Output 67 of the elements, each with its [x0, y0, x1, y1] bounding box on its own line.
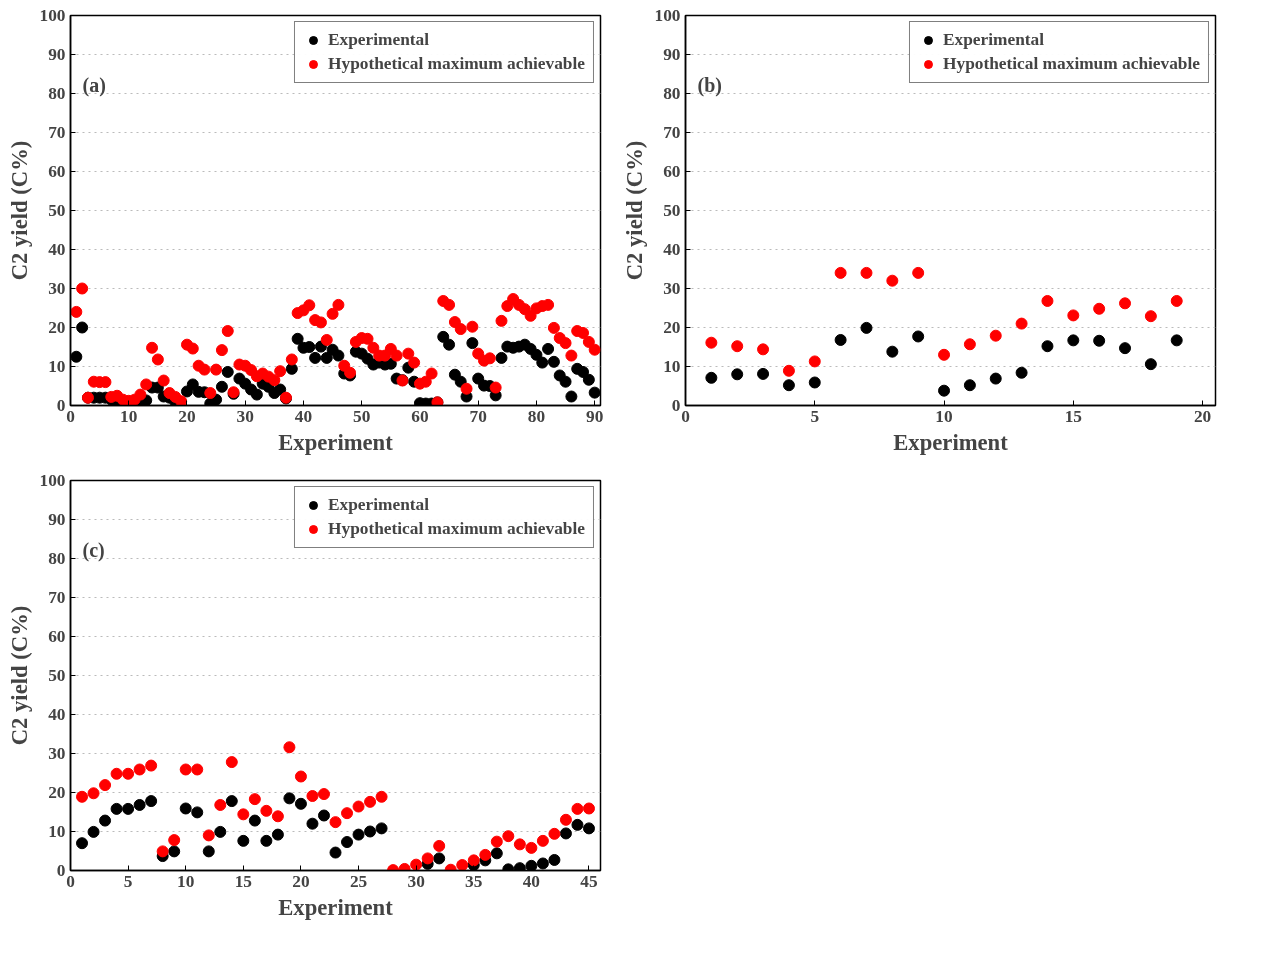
- y-tick-label: 10: [663, 357, 681, 376]
- y-axis-title: C2 yield (C%): [621, 140, 647, 281]
- y-tick-label: 40: [48, 240, 66, 259]
- y-tick-label: 20: [48, 783, 66, 802]
- y-tick-label: 80: [48, 84, 66, 103]
- y-tick-label: 40: [663, 240, 681, 259]
- y-tick-label: 10: [48, 357, 66, 376]
- x-tick-label: 15: [1064, 406, 1083, 426]
- y-tick-label: 80: [48, 549, 66, 568]
- y-tick-label: 50: [48, 666, 66, 685]
- legend-label: Hypothetical maximum achievable: [942, 54, 1200, 74]
- x-tick-label: 25: [349, 871, 368, 891]
- y-tick-label: 80: [663, 84, 681, 103]
- x-tick-label: 30: [407, 871, 425, 891]
- y-axis-title: C2 yield (C%): [6, 140, 32, 281]
- y-tick-label: 70: [663, 123, 681, 142]
- y-tick-label: 30: [48, 744, 66, 763]
- x-tick-label: 40: [522, 871, 541, 891]
- x-axis-title: Experiment: [278, 429, 394, 455]
- y-tick-label: 70: [48, 588, 66, 607]
- x-tick-label: 90: [586, 406, 604, 426]
- x-tick-label: 20: [1193, 406, 1212, 426]
- x-tick-label: 5: [123, 871, 133, 891]
- legend-label: Hypothetical maximum achievable: [327, 54, 585, 74]
- x-axis-title: Experiment: [278, 894, 394, 920]
- x-tick-label: 5: [810, 406, 820, 426]
- y-tick-label: 70: [48, 123, 66, 142]
- text: (c): [82, 538, 105, 562]
- y-tick-label: 60: [48, 627, 66, 646]
- legend-label: Hypothetical maximum achievable: [327, 519, 585, 539]
- x-tick-label: 10: [935, 406, 953, 426]
- text: (b): [697, 73, 722, 97]
- x-tick-label: 15: [234, 871, 253, 891]
- y-tick-label: 60: [48, 162, 66, 181]
- x-tick-label: 50: [353, 406, 371, 426]
- y-tick-label: 90: [48, 45, 66, 64]
- x-tick-label: 70: [469, 406, 487, 426]
- legend-label: Experimental: [327, 30, 430, 50]
- y-tick-label: 50: [48, 201, 66, 220]
- y-tick-label: 100: [39, 471, 66, 490]
- legend-label: Experimental: [942, 30, 1045, 50]
- y-tick-label: 100: [654, 6, 681, 25]
- y-tick-label: 20: [663, 318, 681, 337]
- x-tick-label: 35: [465, 871, 483, 891]
- x-tick-label: 45: [580, 871, 598, 891]
- y-tick-label: 30: [663, 279, 681, 298]
- x-tick-label: 20: [178, 406, 196, 426]
- y-axis-title: C2 yield (C%): [6, 605, 32, 746]
- x-tick-label: 30: [236, 406, 254, 426]
- x-tick-label: 60: [411, 406, 429, 426]
- x-tick-label: 10: [177, 871, 195, 891]
- y-tick-label: 90: [663, 45, 681, 64]
- y-tick-label: 40: [48, 705, 66, 724]
- x-tick-label: 80: [527, 406, 546, 426]
- legend-label: Experimental: [327, 495, 430, 515]
- y-tick-label: 30: [48, 279, 66, 298]
- text: (a): [82, 73, 106, 97]
- y-tick-label: 10: [48, 822, 66, 841]
- x-tick-label: 10: [120, 406, 138, 426]
- x-tick-label: 20: [292, 871, 310, 891]
- y-tick-label: 100: [39, 6, 66, 25]
- y-tick-label: 90: [48, 510, 66, 529]
- y-tick-label: 60: [663, 162, 681, 181]
- x-axis-title: Experiment: [893, 429, 1009, 455]
- x-tick-label: 40: [294, 406, 313, 426]
- y-tick-label: 50: [663, 201, 681, 220]
- y-tick-label: 20: [48, 318, 66, 337]
